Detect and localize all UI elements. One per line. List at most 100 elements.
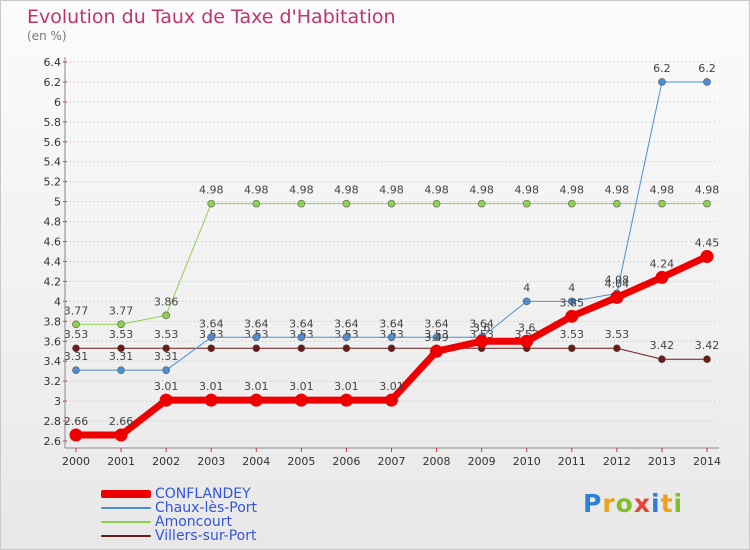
legend-label: Chaux-lès-Port xyxy=(155,500,258,516)
y-tick-label: 4.6 xyxy=(44,236,62,249)
y-tick-label: 3.4 xyxy=(44,355,62,368)
data-point xyxy=(297,344,306,353)
data-label: 3.85 xyxy=(560,296,585,309)
x-tick-label: 2008 xyxy=(423,455,451,468)
data-label: 4.08 xyxy=(605,273,630,286)
data-label: 3.42 xyxy=(650,339,675,352)
data-point xyxy=(700,249,714,263)
data-label: 3.53 xyxy=(64,328,89,341)
data-point xyxy=(613,199,621,208)
data-label: 3.31 xyxy=(64,350,89,363)
data-label: 2.66 xyxy=(64,415,89,428)
data-point xyxy=(658,355,666,364)
data-point xyxy=(430,344,444,358)
x-tick-label: 2012 xyxy=(603,455,631,468)
data-label: 3.01 xyxy=(244,380,269,393)
logo-letter: P xyxy=(583,489,603,518)
data-point xyxy=(567,344,576,353)
data-point xyxy=(342,199,351,208)
y-tick-label: 2.6 xyxy=(44,435,62,448)
data-point xyxy=(72,320,80,329)
x-tick-label: 2010 xyxy=(513,455,541,468)
legend-label: CONFLANDEY xyxy=(155,486,251,502)
data-point xyxy=(159,393,173,407)
data-point xyxy=(297,333,306,342)
proxiti-logo: Proxiti xyxy=(583,489,683,518)
x-tick-label: 2014 xyxy=(693,455,721,468)
data-point xyxy=(387,333,396,342)
data-point xyxy=(475,334,489,348)
y-tick-label: 4.2 xyxy=(44,275,62,288)
y-tick-label: 6.4 xyxy=(44,56,62,69)
data-label: 3.77 xyxy=(64,304,89,317)
x-tick-label: 2000 xyxy=(62,455,90,468)
data-label: 3.49 xyxy=(424,331,449,344)
data-label: 4.24 xyxy=(650,257,675,270)
data-label: 3.53 xyxy=(109,328,134,341)
x-tick-label: 2011 xyxy=(558,455,586,468)
logo-letter: o xyxy=(615,489,634,518)
data-label: 3.31 xyxy=(109,350,134,363)
data-point xyxy=(117,344,125,353)
data-point xyxy=(567,199,576,208)
data-label: 4.98 xyxy=(514,184,539,197)
data-point xyxy=(703,355,711,364)
data-label: 3.53 xyxy=(605,328,630,341)
data-label: 3.42 xyxy=(695,339,720,352)
x-tick-label: 2007 xyxy=(378,455,406,468)
data-point xyxy=(432,333,441,342)
y-tick-label: 5.8 xyxy=(44,116,62,129)
y-tick-label: 3.8 xyxy=(44,315,62,328)
data-point xyxy=(252,333,261,342)
data-point xyxy=(297,199,306,208)
data-label: 3.01 xyxy=(154,380,179,393)
legend-swatch xyxy=(101,535,151,537)
data-point xyxy=(387,344,396,353)
data-point xyxy=(252,344,261,353)
data-point xyxy=(342,344,351,353)
logo-letter: i xyxy=(651,489,661,518)
x-tick-label: 2002 xyxy=(152,455,180,468)
x-tick-label: 2013 xyxy=(648,455,676,468)
data-point xyxy=(520,334,534,348)
data-label: 3.64 xyxy=(244,317,269,330)
data-point xyxy=(72,366,80,374)
y-tick-label: 2.8 xyxy=(44,415,62,428)
legend-item: Villers-sur-Port xyxy=(101,528,257,544)
logo-letter: r xyxy=(602,489,616,518)
data-label: 4 xyxy=(523,281,530,294)
data-label: 4.98 xyxy=(379,184,404,197)
data-point xyxy=(565,309,579,323)
data-point xyxy=(385,393,398,407)
data-label: 3.77 xyxy=(109,304,134,317)
data-point xyxy=(162,366,170,374)
data-label: 4.98 xyxy=(650,184,675,197)
data-point xyxy=(655,270,669,284)
data-label: 3.31 xyxy=(154,350,179,363)
data-point xyxy=(69,428,83,442)
data-label: 4.45 xyxy=(695,236,720,249)
data-point xyxy=(610,290,624,304)
y-tick-label: 3.6 xyxy=(44,335,62,348)
logo-letter: x xyxy=(633,489,651,518)
data-label: 3.01 xyxy=(199,380,224,393)
data-label: 3.64 xyxy=(424,317,449,330)
legend-label: Villers-sur-Port xyxy=(155,528,257,544)
data-label: 3.53 xyxy=(560,328,585,341)
data-label: 4.98 xyxy=(424,184,449,197)
legend-item: Amoncourt xyxy=(101,514,232,530)
data-point xyxy=(522,297,531,306)
data-label: 3.6 xyxy=(518,321,536,334)
data-label: 3.01 xyxy=(334,380,359,393)
x-tick-label: 2001 xyxy=(107,455,135,468)
y-tick-label: 4.4 xyxy=(44,255,62,268)
data-label: 3.01 xyxy=(289,380,314,393)
data-point xyxy=(522,199,531,208)
data-point xyxy=(703,78,711,86)
data-label: 3.53 xyxy=(154,328,179,341)
y-tick-label: 6.2 xyxy=(44,76,62,89)
logo-letter: i xyxy=(673,489,684,518)
data-label: 2.66 xyxy=(109,415,134,428)
